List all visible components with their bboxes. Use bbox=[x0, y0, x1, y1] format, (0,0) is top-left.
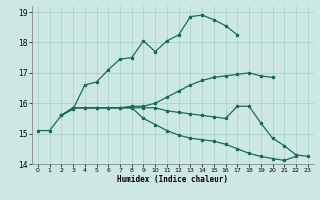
X-axis label: Humidex (Indice chaleur): Humidex (Indice chaleur) bbox=[117, 175, 228, 184]
